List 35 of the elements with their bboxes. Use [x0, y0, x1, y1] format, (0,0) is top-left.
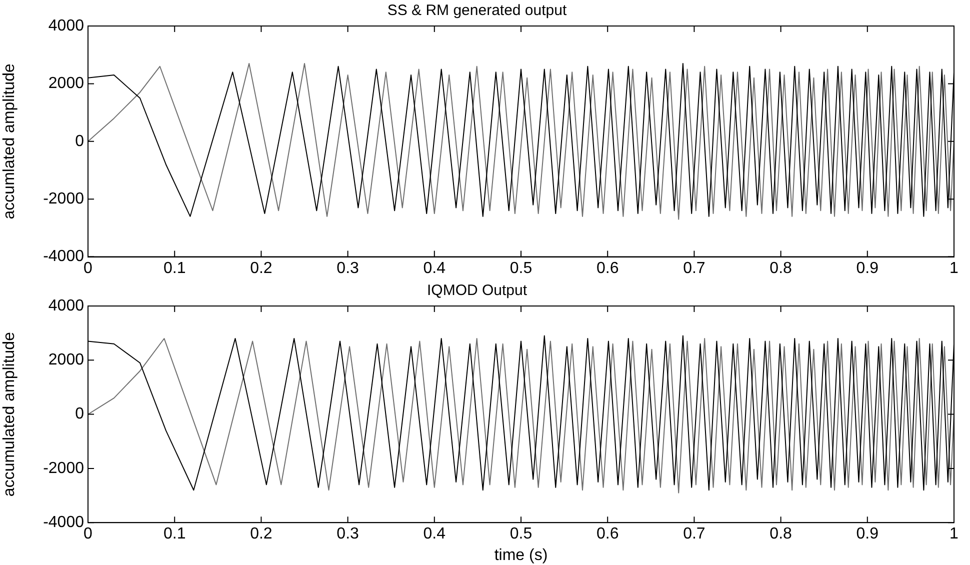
- chart-title: IQMOD Output: [426, 282, 528, 300]
- x-tick-label: 0.6: [596, 526, 619, 543]
- y-tick-label: 2000: [48, 75, 84, 92]
- x-tick-label: 0.3: [336, 526, 360, 543]
- x-tick-label: 0.5: [510, 260, 532, 277]
- x-tick-label: 0.1: [163, 260, 186, 277]
- y-axis-title: accumulated amplitude: [1, 332, 18, 497]
- x-tick-label: 0.9: [856, 260, 879, 277]
- y-axis-title: accumlated amplitude: [1, 63, 18, 220]
- chart-title: SS & RM generated output: [387, 2, 568, 20]
- x-axis-title: time (s): [494, 546, 548, 564]
- y-tick-label: 0: [75, 406, 84, 423]
- y-tick-label: -2000: [43, 190, 84, 208]
- x-tick-label: 0.8: [770, 260, 792, 277]
- x-tick-label: 1: [950, 260, 959, 277]
- y-tick-label: 2000: [48, 352, 84, 369]
- x-tick-label: 0.2: [250, 260, 272, 277]
- x-tick-label: 0.3: [336, 260, 360, 277]
- y-tick-label: 0: [75, 132, 84, 150]
- x-tick-label: 0.7: [683, 526, 706, 543]
- x-tick-label: 0.9: [856, 526, 879, 543]
- y-tick-label: -4000: [43, 248, 84, 266]
- x-tick-label: 0.2: [250, 526, 272, 543]
- x-tick-label: 0.1: [163, 526, 186, 543]
- y-tick-label: 4000: [48, 17, 84, 34]
- y-tick-label: 4000: [48, 297, 84, 314]
- x-tick-label: 1: [950, 526, 959, 543]
- x-tick-label: 0.4: [423, 526, 446, 543]
- x-tick-label: 0.4: [423, 260, 446, 277]
- x-tick-label: 0.6: [596, 260, 619, 277]
- y-tick-label: -2000: [43, 460, 84, 477]
- x-tick-label: 0.5: [510, 526, 532, 543]
- x-tick-label: 0.7: [683, 260, 706, 277]
- x-tick-label: 0.8: [770, 526, 792, 543]
- y-tick-label: -4000: [43, 514, 84, 532]
